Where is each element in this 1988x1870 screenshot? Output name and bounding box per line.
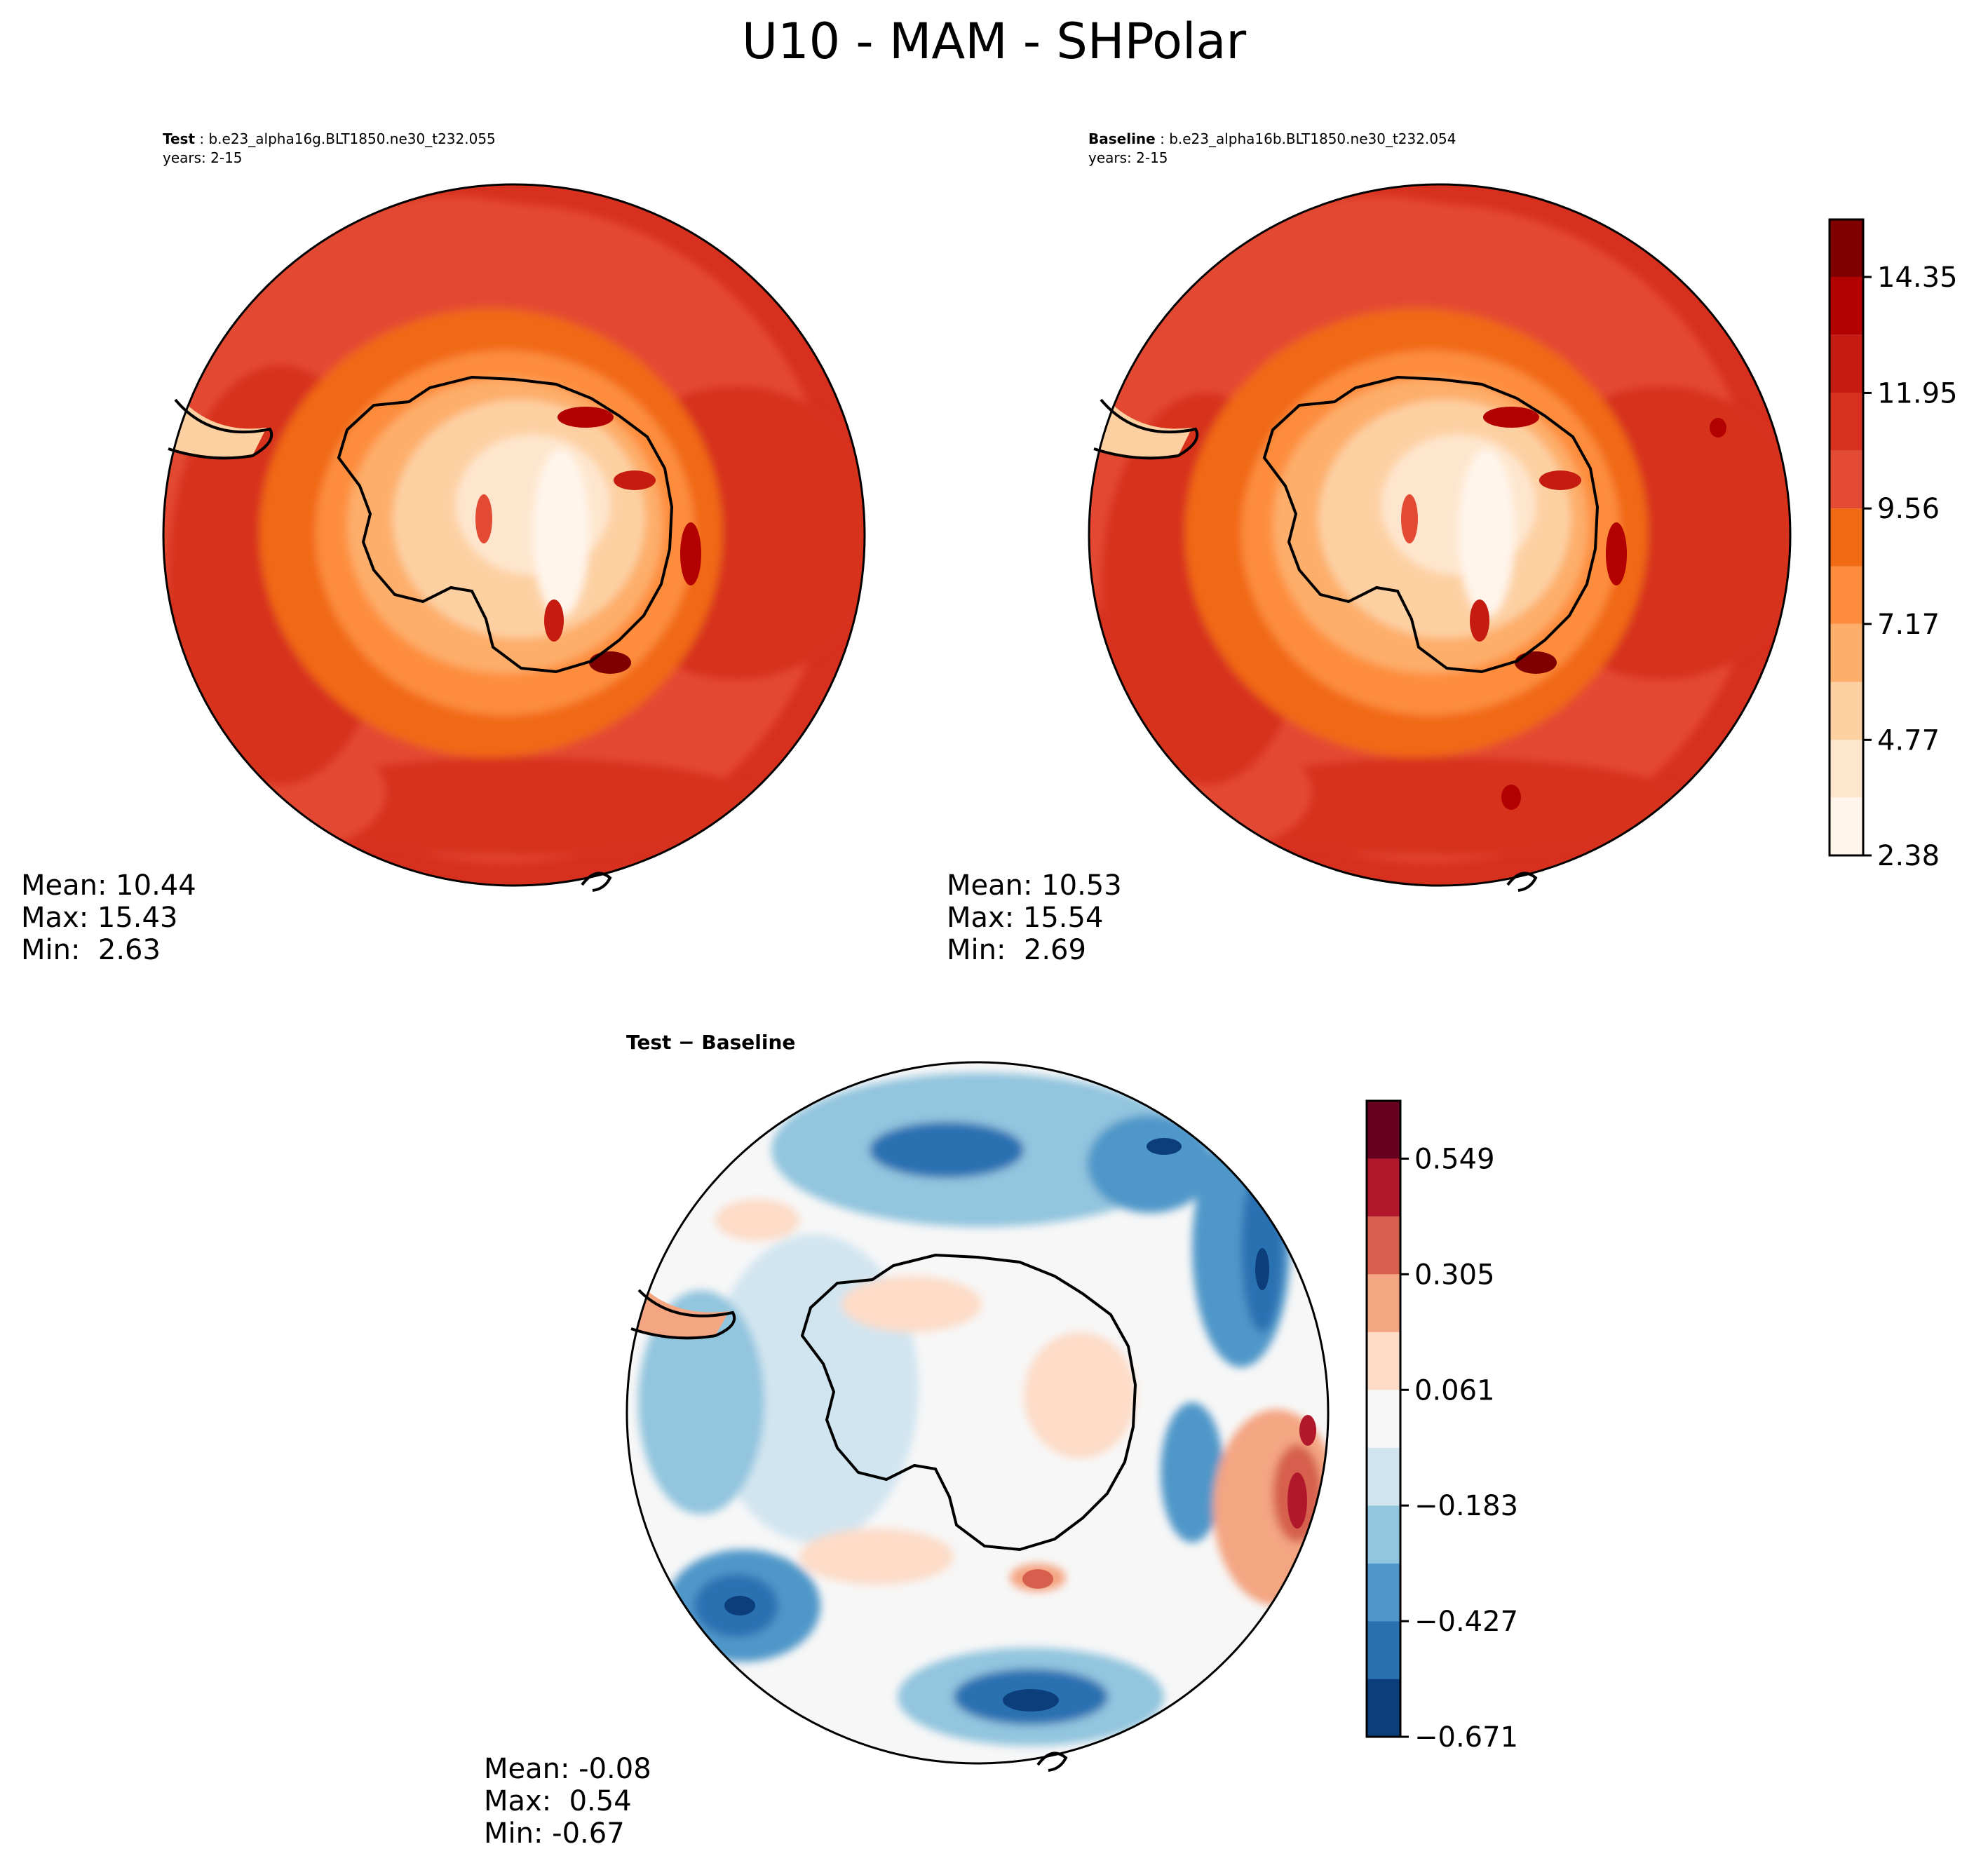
diff-colorbar-color-9: [1367, 1158, 1400, 1217]
test-min: Min: 2.63: [21, 934, 161, 966]
top-colorbar-color-10: [1830, 219, 1863, 278]
figure-title: U10 - MAM - SHPolar: [741, 13, 1247, 70]
top-colorbar-tick-label-2: 7.17: [1877, 609, 1940, 641]
test-stats: Mean: 10.44 Max: 15.43 Min: 2.63: [21, 869, 196, 966]
diff-map: [626, 1061, 1330, 1772]
top-colorbar-tick-label-0: 2.38: [1877, 840, 1940, 872]
top-colorbar-color-7: [1830, 393, 1863, 451]
diff-colorbar-color-10: [1367, 1101, 1400, 1159]
test-map: [162, 183, 866, 892]
top-colorbar-tick-label-3: 9.56: [1877, 493, 1940, 525]
test-max: Max: 15.43: [21, 902, 178, 934]
diff-colorbar-tick-label-5: 0.549: [1414, 1143, 1495, 1175]
top-colorbar-color-0: [1830, 797, 1863, 855]
baseline-case-name: : b.e23_alpha16b.BLT1850.ne30_t232.054: [1155, 130, 1456, 147]
diff-colorbar-color-7: [1367, 1274, 1400, 1332]
diff-mean: Mean: -0.08: [484, 1753, 651, 1785]
diff-colorbar-color-3: [1367, 1505, 1400, 1564]
diff-colorbar-tick-label-2: −0.183: [1414, 1490, 1518, 1522]
top-colorbar-color-9: [1830, 277, 1863, 335]
top-colorbar-color-8: [1830, 334, 1863, 393]
baseline-stats: Mean: 10.53 Max: 15.54 Min: 2.69: [947, 869, 1122, 966]
test-years: years: 2-15: [163, 149, 243, 166]
baseline-max: Max: 15.54: [947, 902, 1104, 934]
diff-title: Test − Baseline: [626, 1031, 796, 1054]
top-colorbar: 2.38 4.77 7.17 9.56 11.95 14.35: [1828, 218, 1958, 872]
top-colorbar-color-1: [1830, 740, 1863, 798]
diff-colorbar-frame: [1365, 1099, 1402, 1738]
diff-colorbar-tick-label-1: −0.427: [1414, 1606, 1518, 1638]
diff-colorbar-color-6: [1367, 1332, 1400, 1390]
diff-colorbar-color-0: [1367, 1679, 1400, 1737]
diff-colorbar-tick-label-4: 0.305: [1414, 1259, 1495, 1291]
diff-colorbar-color-5: [1367, 1390, 1400, 1448]
diff-colorbar-color-2: [1367, 1563, 1400, 1622]
baseline-years: years: 2-15: [1088, 149, 1168, 166]
baseline-subtitle: Baseline : b.e23_alpha16b.BLT1850.ne30_t…: [1088, 130, 1456, 168]
top-colorbar-tick-label-4: 11.95: [1877, 377, 1958, 409]
baseline-min: Min: 2.69: [947, 934, 1086, 966]
top-colorbar-tick-label-1: 4.77: [1877, 724, 1940, 757]
top-colorbar-color-3: [1830, 623, 1863, 682]
top-colorbar-frame: [1828, 218, 1865, 857]
diff-colorbar-tick-label-0: −0.671: [1414, 1721, 1518, 1754]
test-mean: Mean: 10.44: [21, 869, 196, 902]
diff-colorbar: −0.671 −0.427 −0.183 0.061 0.305 0.549: [1365, 1099, 1518, 1754]
diff-colorbar-tick-label-3: 0.061: [1414, 1374, 1495, 1407]
baseline-mean: Mean: 10.53: [947, 869, 1122, 902]
top-colorbar-color-6: [1830, 450, 1863, 509]
test-subtitle: Test : b.e23_alpha16g.BLT1850.ne30_t232.…: [163, 130, 496, 168]
top-colorbar-tick-label-5: 14.35: [1877, 262, 1958, 294]
top-colorbar-color-4: [1830, 566, 1863, 624]
top-colorbar-color-2: [1830, 682, 1863, 740]
top-colorbar-color-5: [1830, 508, 1863, 567]
diff-colorbar-color-4: [1367, 1447, 1400, 1506]
test-label: Test: [163, 130, 196, 147]
diff-colorbar-color-1: [1367, 1621, 1400, 1679]
diff-stats: Mean: -0.08 Max: 0.54 Min: -0.67: [484, 1753, 651, 1850]
baseline-map: [1088, 183, 1792, 892]
test-case-name: : b.e23_alpha16g.BLT1850.ne30_t232.055: [195, 130, 496, 147]
diff-min: Min: -0.67: [484, 1817, 625, 1850]
diff-max: Max: 0.54: [484, 1785, 632, 1817]
baseline-label: Baseline: [1088, 130, 1156, 147]
diff-colorbar-color-8: [1367, 1216, 1400, 1275]
